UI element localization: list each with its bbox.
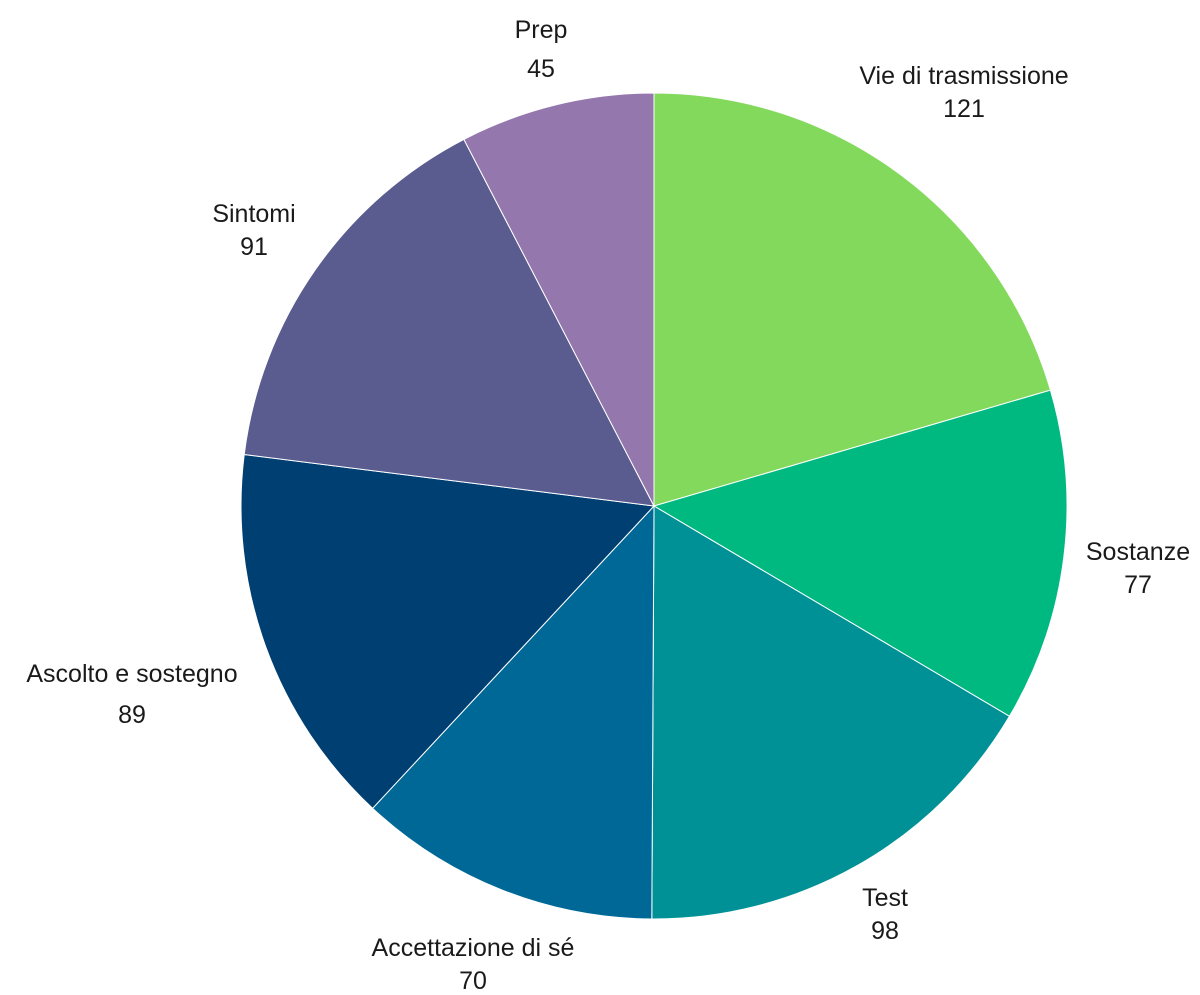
slice-label-accettazione-di-se: Accettazione di sé xyxy=(372,934,575,962)
slice-value-test: 98 xyxy=(871,917,899,945)
pie-slice-ascolto-e-sostegno xyxy=(240,453,656,810)
slice-value-accettazione-di-se: 70 xyxy=(459,967,487,995)
slice-label-sostanze: Sostanze xyxy=(1086,538,1190,566)
slice-label-vie-di-trasmissione: Vie di trasmissione xyxy=(859,62,1068,90)
slice-value-sostanze: 77 xyxy=(1124,571,1152,599)
slice-value-ascolto-e-sostegno: 89 xyxy=(118,701,146,729)
pie-slices xyxy=(240,92,1068,920)
slice-value-sintomi: 91 xyxy=(240,233,268,261)
slice-value-prep: 45 xyxy=(527,55,555,83)
pie-slice-accettazione-di-se xyxy=(371,504,655,920)
pie-slice-sostanze xyxy=(652,389,1068,717)
pie-slice-test xyxy=(651,505,1011,920)
pie-slice-prep xyxy=(463,92,655,507)
pie-slice-sintomi xyxy=(243,138,655,507)
slice-label-ascolto-e-sostegno: Ascolto e sostegno xyxy=(26,660,237,688)
slice-value-vie-di-trasmissione: 121 xyxy=(943,95,985,123)
slice-label-sintomi: Sintomi xyxy=(212,200,295,228)
slice-label-prep: Prep xyxy=(515,16,568,44)
pie-slice-vie-di-trasmissione xyxy=(653,92,1052,507)
slice-labels: Vie di trasmissione 121 Sostanze 77 Test 98 Ac… xyxy=(26,16,1190,995)
slice-label-test: Test xyxy=(862,884,908,912)
